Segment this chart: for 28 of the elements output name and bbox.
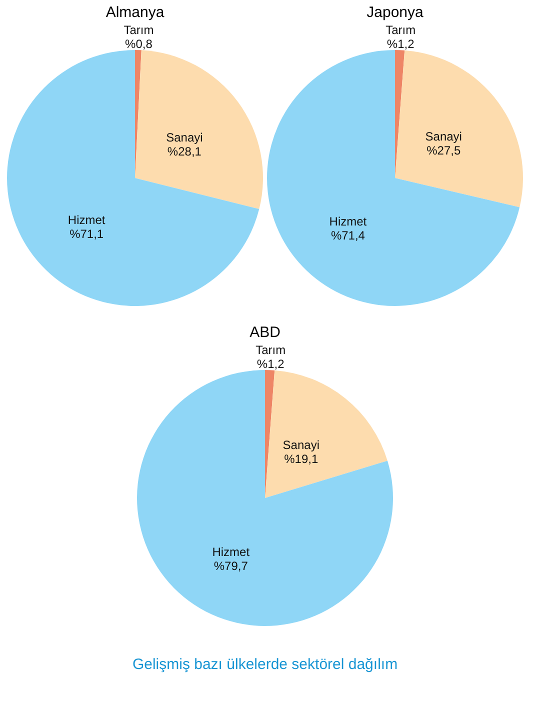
slice-label: Hizmet — [68, 212, 106, 227]
text: Gelişmiş bazı ülkelerde sektörel dağılım — [132, 656, 398, 673]
data-label: %71,4 — [330, 228, 366, 242]
data-label: %28,1 — [167, 144, 202, 158]
slice-label: Tarım — [386, 23, 416, 38]
slice-label: Tarım — [124, 23, 154, 38]
data-label: %79,7 — [214, 559, 248, 574]
slice-label: Sanayi — [166, 130, 203, 144]
data-label: %1,2 — [256, 357, 285, 372]
slice-label: Hizmet — [329, 214, 368, 228]
chart-title: ABD — [250, 324, 281, 342]
pie-slice — [395, 50, 523, 208]
chart-title: Japonya — [366, 4, 424, 22]
slice-label: Tarım — [256, 343, 286, 358]
data-label: %27,5 — [426, 143, 461, 158]
chart-title: Almanya — [106, 4, 165, 22]
slice-label: Sanayi — [282, 438, 320, 452]
pie-slice — [135, 50, 263, 210]
pie-slice — [265, 370, 388, 498]
data-label: %71,1 — [70, 226, 104, 241]
slice-label: Sanayi — [425, 129, 462, 144]
data-label: %1,2 — [386, 37, 415, 52]
slice-label: Hizmet — [212, 545, 250, 560]
pie-slice — [267, 50, 520, 306]
data-label: %19,1 — [284, 452, 318, 466]
data-label: %0,8 — [125, 37, 153, 52]
pie-slice — [7, 50, 260, 306]
pie-slice — [137, 370, 393, 626]
